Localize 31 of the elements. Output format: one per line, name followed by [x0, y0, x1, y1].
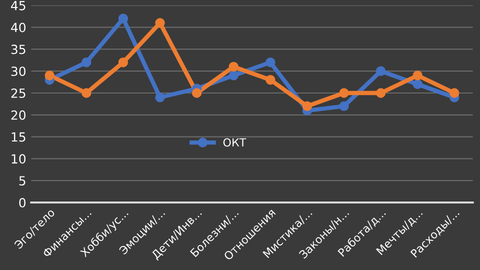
- point: [155, 92, 165, 102]
- point: [266, 57, 276, 68]
- point: [339, 88, 349, 98]
- point: [82, 57, 92, 68]
- y-tick-label: 30: [11, 66, 26, 76]
- y-tick-label: 10: [12, 154, 26, 164]
- point: [302, 101, 312, 111]
- y-tick-label: 5: [19, 176, 26, 186]
- point: [192, 88, 202, 98]
- y-tick-label: 0: [19, 198, 26, 208]
- point: [412, 70, 422, 80]
- point: [118, 14, 128, 24]
- point: [44, 70, 54, 80]
- y-tick-label: 35: [11, 44, 26, 54]
- point: [228, 70, 238, 80]
- y-tick-label: 20: [11, 110, 26, 120]
- point: [339, 101, 349, 111]
- point: [82, 88, 92, 98]
- point: [118, 57, 128, 68]
- point: [376, 88, 386, 98]
- point: [266, 75, 276, 85]
- y-tick-label: 40: [11, 22, 26, 32]
- legend-label: ОКТ: [223, 138, 246, 147]
- y-tick-label: 45: [11, 1, 26, 10]
- point: [228, 62, 238, 72]
- point: [155, 18, 165, 28]
- y-tick-label: 25: [11, 88, 26, 98]
- point: [376, 66, 386, 76]
- y-tick-label: 15: [12, 132, 26, 142]
- point: [412, 79, 422, 90]
- point: [450, 88, 460, 98]
